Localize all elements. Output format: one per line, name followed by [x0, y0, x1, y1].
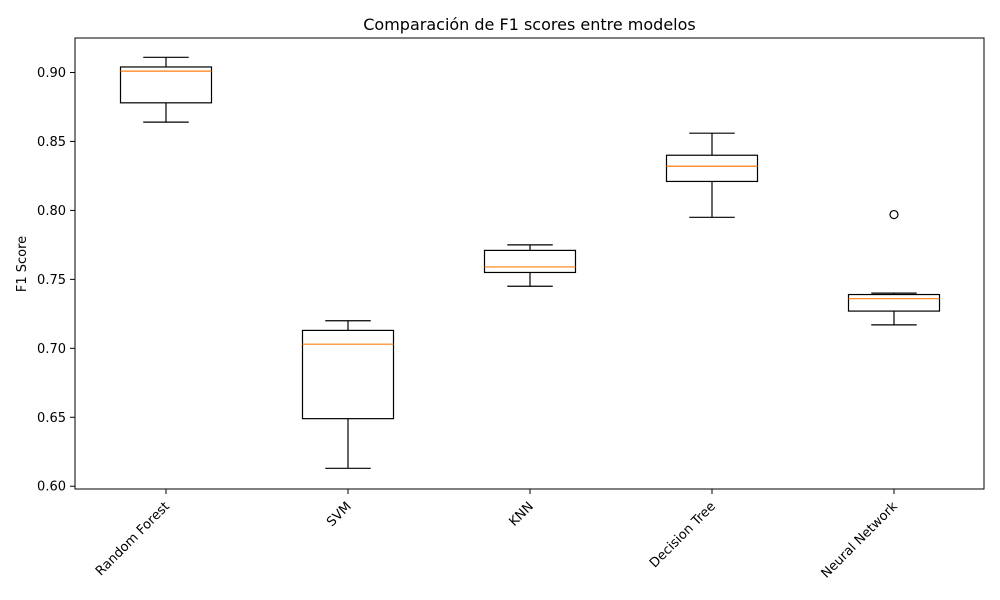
y-tick-label: 0.80	[37, 204, 66, 219]
axes-frame	[74, 37, 985, 490]
y-axis-label: F1 Score	[15, 236, 30, 292]
x-tick-label: KNN	[506, 499, 536, 529]
y-tick-label: 0.65	[37, 411, 66, 426]
x-tick-label: Decision Tree	[647, 499, 719, 571]
x-tick-label: Neural Network	[819, 499, 902, 582]
x-tick-label: SVM	[324, 499, 355, 530]
box-iqr	[119, 66, 213, 104]
plot-area: 0.60 0.65 0.70 0.75 0.80 0.85 0.90 Random Fores…	[37, 56, 941, 582]
box-iqr	[847, 293, 941, 312]
box-iqr	[301, 329, 395, 420]
x-tick-label: Random Forest	[93, 499, 173, 579]
outlier-point	[889, 209, 899, 220]
y-tick-label: 0.75	[37, 273, 66, 288]
box-iqr	[665, 154, 759, 183]
y-tick-label: 0.85	[37, 135, 66, 150]
y-tick-label: 0.70	[37, 342, 66, 357]
box-iqr	[483, 249, 577, 274]
y-tick-label: 0.90	[37, 66, 66, 81]
chart-title: Comparación de F1 scores entre modelos	[363, 15, 695, 34]
y-tick-label: 0.60	[37, 480, 66, 495]
